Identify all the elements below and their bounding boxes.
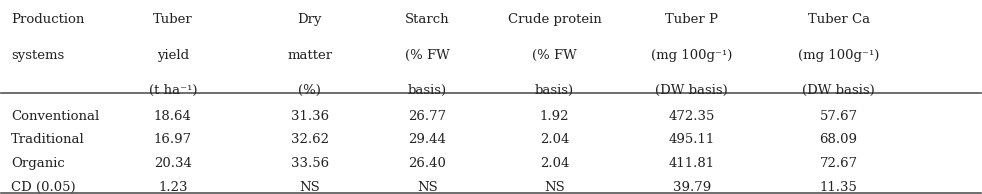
Text: 18.64: 18.64 — [154, 110, 191, 123]
Text: 31.36: 31.36 — [291, 110, 329, 123]
Text: (DW basis): (DW basis) — [802, 84, 875, 97]
Text: 16.97: 16.97 — [154, 133, 191, 146]
Text: 57.67: 57.67 — [820, 110, 857, 123]
Text: (mg 100g⁻¹): (mg 100g⁻¹) — [651, 49, 733, 62]
Text: 32.62: 32.62 — [291, 133, 329, 146]
Text: 33.56: 33.56 — [291, 157, 329, 170]
Text: NS: NS — [544, 181, 565, 194]
Text: Tuber Ca: Tuber Ca — [807, 13, 870, 26]
Text: 1.92: 1.92 — [540, 110, 570, 123]
Text: CD (0.05): CD (0.05) — [11, 181, 76, 194]
Text: (%): (%) — [299, 84, 321, 97]
Text: 1.23: 1.23 — [158, 181, 188, 194]
Text: basis): basis) — [535, 84, 574, 97]
Text: (DW basis): (DW basis) — [655, 84, 728, 97]
Text: 472.35: 472.35 — [669, 110, 715, 123]
Text: (% FW: (% FW — [532, 49, 577, 62]
Text: 411.81: 411.81 — [669, 157, 715, 170]
Text: yield: yield — [157, 49, 189, 62]
Text: (% FW: (% FW — [405, 49, 450, 62]
Text: 26.77: 26.77 — [409, 110, 447, 123]
Text: Traditional: Traditional — [11, 133, 84, 146]
Text: (mg 100g⁻¹): (mg 100g⁻¹) — [798, 49, 879, 62]
Text: 20.34: 20.34 — [154, 157, 191, 170]
Text: 26.40: 26.40 — [409, 157, 446, 170]
Text: Starch: Starch — [405, 13, 450, 26]
Text: Dry: Dry — [298, 13, 322, 26]
Text: basis): basis) — [408, 84, 447, 97]
Text: (t ha⁻¹): (t ha⁻¹) — [148, 84, 197, 97]
Text: 2.04: 2.04 — [540, 157, 570, 170]
Text: Production: Production — [11, 13, 84, 26]
Text: systems: systems — [11, 49, 65, 62]
Text: 39.79: 39.79 — [673, 181, 711, 194]
Text: Tuber P: Tuber P — [665, 13, 718, 26]
Text: 2.04: 2.04 — [540, 133, 570, 146]
Text: Tuber: Tuber — [153, 13, 192, 26]
Text: 68.09: 68.09 — [820, 133, 857, 146]
Text: 11.35: 11.35 — [820, 181, 857, 194]
Text: 72.67: 72.67 — [820, 157, 857, 170]
Text: NS: NS — [417, 181, 438, 194]
Text: Conventional: Conventional — [11, 110, 99, 123]
Text: Organic: Organic — [11, 157, 65, 170]
Text: Crude protein: Crude protein — [508, 13, 602, 26]
Text: 495.11: 495.11 — [669, 133, 715, 146]
Text: 29.44: 29.44 — [409, 133, 446, 146]
Text: matter: matter — [288, 49, 332, 62]
Text: NS: NS — [300, 181, 320, 194]
